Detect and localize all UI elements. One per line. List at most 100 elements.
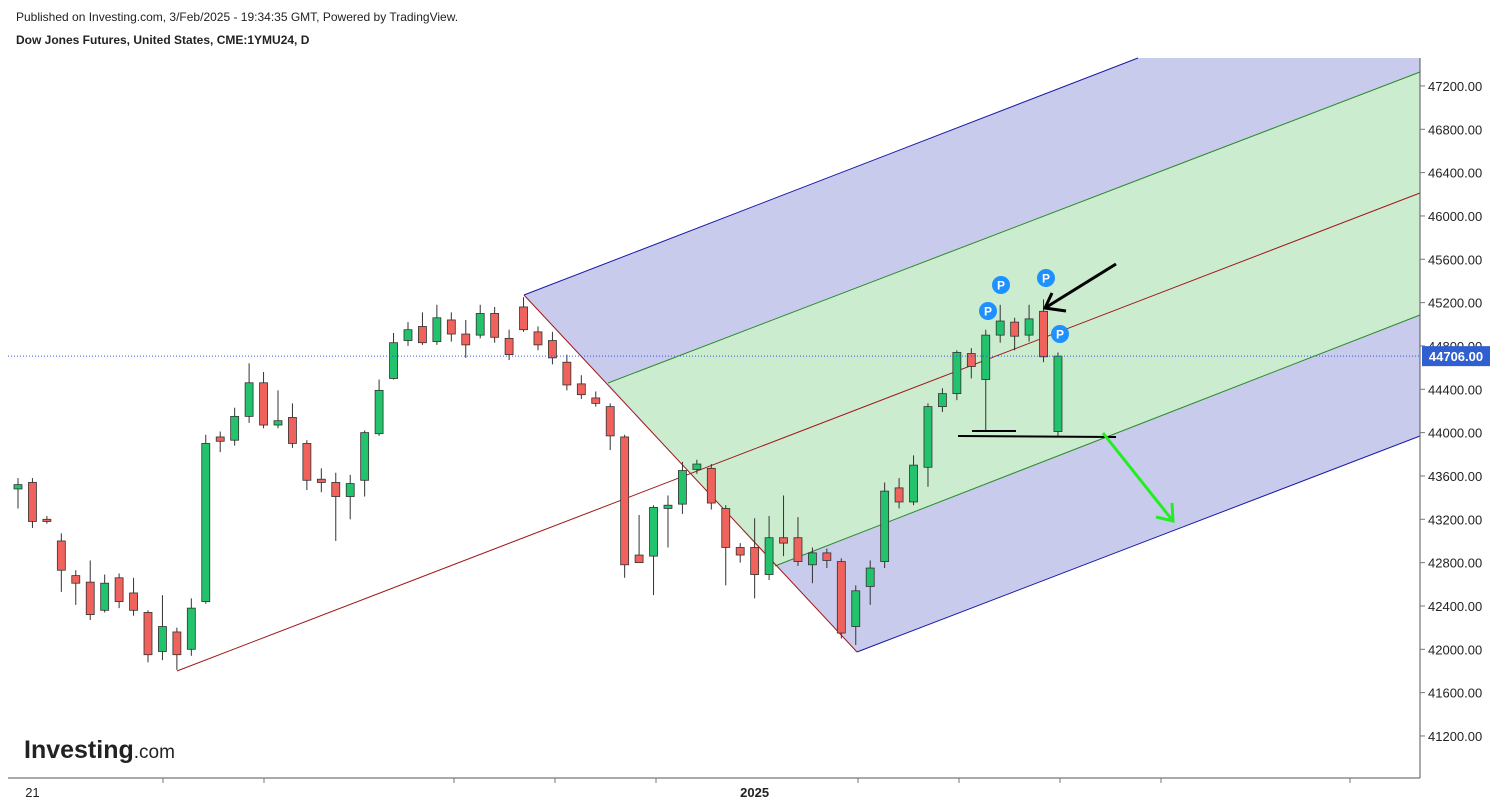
y-tick-label: 41200.00	[1428, 729, 1482, 744]
candle-body	[1039, 310, 1048, 358]
marker	[1037, 269, 1055, 287]
candle-body	[331, 482, 341, 497]
candle-body	[403, 329, 413, 341]
logo-main: Investing	[24, 736, 134, 764]
candles	[13, 297, 1063, 670]
y-tick-label: 45200.00	[1428, 296, 1482, 311]
candle-body	[244, 382, 254, 417]
candle-body	[591, 397, 601, 404]
candle-body	[764, 537, 774, 575]
candle-body	[418, 326, 427, 344]
marker	[1051, 325, 1069, 343]
candle-body	[56, 540, 66, 571]
candle-body	[923, 406, 933, 468]
candle-body	[28, 482, 37, 522]
logo: Investing.com	[24, 736, 175, 764]
marker-label: P	[984, 305, 992, 319]
arrow-head	[1155, 502, 1175, 523]
candle-body	[13, 484, 23, 490]
marker-label: P	[1056, 328, 1064, 342]
candle-body	[706, 467, 716, 504]
candle-body	[114, 577, 124, 603]
inner-band	[608, 72, 1420, 566]
candle-body	[389, 342, 398, 379]
candle-body	[649, 506, 658, 557]
x-ticks	[162, 778, 1351, 783]
candle-body	[865, 567, 875, 587]
candle-body	[461, 333, 471, 346]
y-tick-label: 46400.00	[1428, 166, 1482, 181]
candle-body	[446, 319, 456, 335]
candle-body	[909, 464, 918, 503]
arrow-black	[1044, 262, 1117, 310]
y-tick-label: 44400.00	[1428, 382, 1482, 397]
chart-title: Dow Jones Futures, United States, CME:1Y…	[16, 33, 310, 47]
x-tick-label: 2025	[740, 785, 769, 800]
candle-body	[966, 353, 976, 367]
candle-body	[605, 406, 615, 437]
last-price-box	[1422, 346, 1490, 367]
pitchfork	[176, 57, 1421, 672]
candle-body	[894, 487, 904, 503]
candle-body	[721, 508, 731, 548]
candle-body	[750, 547, 760, 575]
candle-body	[273, 420, 283, 426]
candle-body	[360, 432, 370, 481]
candle-body	[186, 607, 196, 650]
candle-body	[100, 582, 110, 611]
candle-body	[504, 337, 514, 356]
candle-body	[880, 490, 890, 562]
candle-body	[562, 361, 572, 386]
candle-body	[1024, 318, 1034, 336]
candle-body	[201, 443, 211, 603]
marker	[979, 302, 997, 320]
candle-body	[143, 612, 153, 656]
y-tick-label: 43600.00	[1428, 469, 1482, 484]
candle-body	[620, 436, 630, 566]
candle-body	[259, 382, 268, 426]
y-tick-label: 47200.00	[1428, 79, 1482, 94]
candle-body	[735, 547, 745, 556]
candle-body	[836, 561, 846, 634]
candle-body	[663, 504, 673, 509]
candle-body	[548, 340, 557, 359]
candle-body	[316, 478, 326, 483]
y-tick-label: 43200.00	[1428, 512, 1482, 527]
y-tick-label: 46000.00	[1428, 209, 1482, 224]
candle-body	[634, 554, 644, 564]
candle-body	[1010, 321, 1020, 337]
arrow-green	[1101, 432, 1175, 522]
candle-body	[345, 483, 355, 497]
candle-body	[808, 552, 817, 566]
y-tick-label: 44000.00	[1428, 426, 1482, 441]
candle-body	[432, 317, 442, 343]
inner-upper	[607, 71, 1421, 384]
candle-body	[490, 313, 500, 338]
upper-line	[523, 57, 1139, 296]
y-tick-label: 41600.00	[1428, 686, 1482, 701]
y-tick-label: 42000.00	[1428, 642, 1482, 657]
candle-body	[678, 470, 687, 505]
candle-body	[1053, 355, 1063, 432]
logo-suffix: .com	[134, 742, 175, 763]
candle-body	[533, 331, 543, 346]
y-tick-label: 42400.00	[1428, 599, 1482, 614]
support-line	[957, 435, 1117, 438]
marker-label: P	[1042, 272, 1050, 286]
candle-body	[215, 436, 225, 442]
y-tick-label: 46800.00	[1428, 122, 1482, 137]
y-tick-label: 45600.00	[1428, 252, 1482, 267]
candle-body	[230, 415, 240, 441]
marker-label: P	[997, 279, 1005, 293]
median-line	[176, 192, 1421, 672]
candle-body	[71, 575, 81, 584]
candle-body	[288, 417, 297, 444]
candle-body	[793, 537, 803, 562]
candle-body	[779, 537, 788, 544]
candle-body	[576, 383, 586, 396]
annotations	[957, 262, 1175, 523]
candle-body	[85, 581, 95, 616]
